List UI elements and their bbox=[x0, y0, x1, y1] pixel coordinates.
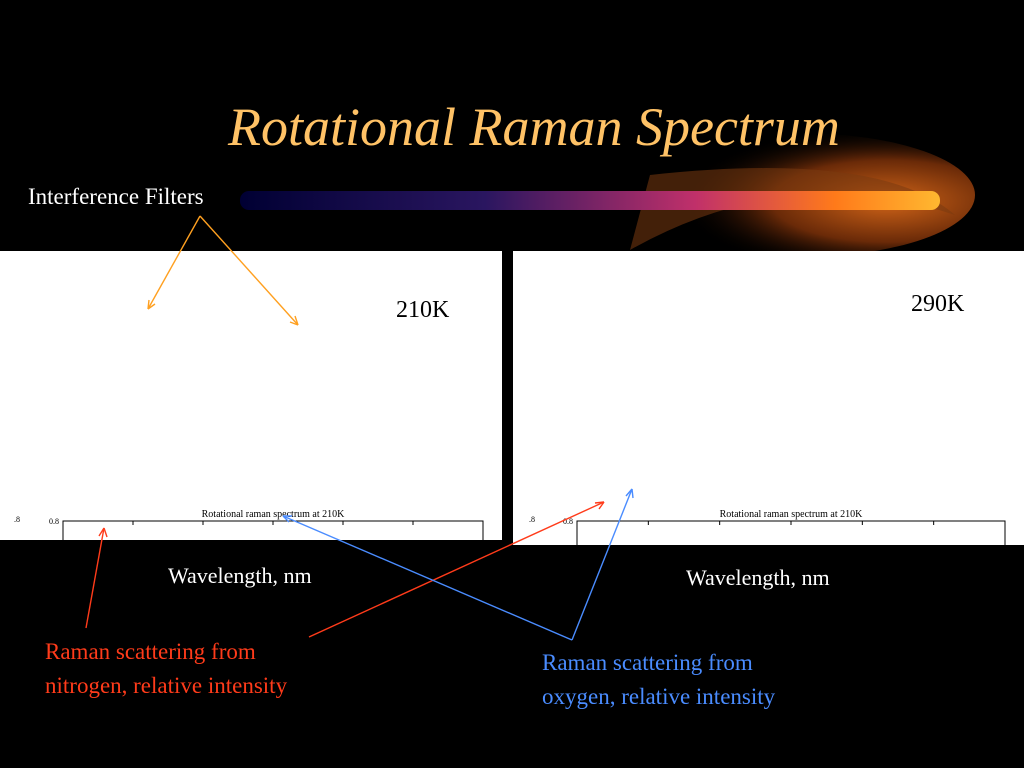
chart-210k: Rotational raman spectrum at 210K5325335… bbox=[0, 251, 502, 540]
y-tick-label: 0.8 bbox=[49, 517, 59, 526]
temperature-label: 290K bbox=[911, 291, 965, 317]
x-axis-label-left: Wavelength, nm bbox=[168, 563, 312, 588]
x-axis-label-right: Wavelength, nm bbox=[686, 565, 830, 590]
chart-title: Rotational raman spectrum at 210K bbox=[720, 509, 864, 520]
chart-title: Rotational raman spectrum at 210K bbox=[202, 509, 346, 520]
temperature-label: 210K bbox=[396, 297, 450, 323]
nitrogen-caption: Raman scattering from nitrogen, relative… bbox=[45, 635, 287, 703]
oxygen-caption-line1: Raman scattering from bbox=[542, 650, 753, 675]
oxygen-caption: Raman scattering from oxygen, relative i… bbox=[542, 646, 775, 714]
side-tick-label: .8 bbox=[529, 515, 535, 524]
decorative-swoosh bbox=[240, 133, 975, 257]
y-tick-label: 0.8 bbox=[563, 517, 573, 526]
nitrogen-caption-line1: Raman scattering from bbox=[45, 639, 256, 664]
nitrogen-caption-line2: nitrogen, relative intensity bbox=[45, 673, 288, 698]
interference-filters-label: Interference Filters bbox=[28, 184, 204, 209]
oxygen-caption-line2: oxygen, relative intensity bbox=[542, 684, 776, 709]
chart-290k: Rotational raman spectrum at 210K5325335… bbox=[513, 251, 1024, 545]
side-tick-label: .8 bbox=[14, 515, 20, 524]
slide-title: Rotational Raman Spectrum bbox=[228, 97, 840, 157]
nitrogen-arrow-left bbox=[85, 527, 105, 629]
chart-210k-plot: Rotational raman spectrum at 210K5325335… bbox=[14, 509, 484, 540]
